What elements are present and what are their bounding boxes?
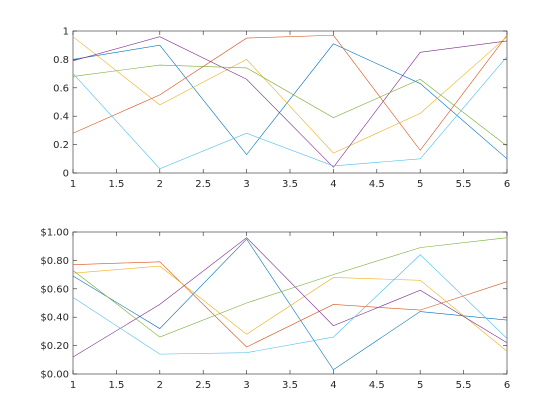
x-tick-label: 4 (330, 179, 336, 190)
y-tick-label: $0.40 (40, 313, 69, 324)
series-line-6 (72, 56, 508, 170)
y-tick-label: $1.00 (40, 228, 69, 239)
series-line-6 (72, 254, 508, 355)
x-tick-label: 2.5 (195, 179, 211, 190)
x-tick-label: 5 (417, 380, 423, 391)
x-tick-label: 3.5 (282, 380, 298, 391)
y-tick-label: 0.2 (53, 140, 69, 151)
series-line-1 (72, 238, 508, 371)
x-tick-label: 2 (157, 179, 163, 190)
x-tick-label: 3.5 (282, 179, 298, 190)
y-tick-label: $0.60 (40, 284, 69, 295)
x-tick-label: 4.5 (369, 380, 385, 391)
x-tick-label: 1 (70, 380, 76, 391)
y-tick-label: $0.80 (40, 256, 69, 267)
plot-area (72, 231, 508, 375)
x-tick-label: 5 (417, 179, 423, 190)
y-tick-label: 0.6 (53, 83, 69, 94)
x-tick-label: 6 (504, 179, 510, 190)
y-tick-label: $0.00 (40, 370, 69, 381)
x-tick-label: 2.5 (195, 380, 211, 391)
x-tick-label: 1.5 (108, 179, 124, 190)
y-tick-label: 1 (63, 27, 69, 38)
chart-bottom: 1 1.5 2 2.5 3 3.5 4 4.5 5 5.5 6 $0.00 $0.20 $0.40 $0.6… (40, 228, 510, 392)
x-tick-label: 1 (70, 179, 76, 190)
y-tick-label: 0 (63, 169, 69, 180)
x-tick-label: 4 (330, 380, 336, 391)
x-tick-label: 2 (157, 380, 163, 391)
series-line-4 (72, 36, 508, 168)
series-line-2 (72, 34, 508, 151)
x-tick-label: 3 (243, 380, 249, 391)
series-line-4 (72, 237, 508, 358)
x-tick-label: 6 (504, 380, 510, 391)
chart-top: 1 1.5 2 2.5 3 3.5 4 4.5 5 5.5 6 0 0.2 0.4 0.6 0.8 1 (53, 27, 510, 191)
x-tick-label: 3 (243, 179, 249, 190)
series-line-5 (72, 237, 508, 338)
y-tick-label: 0.8 (53, 55, 69, 66)
series-line-3 (72, 265, 508, 352)
y-tick-label: $0.20 (40, 341, 69, 352)
series-line-3 (72, 36, 508, 154)
series-line-5 (72, 64, 508, 147)
series-line-1 (72, 43, 508, 160)
y-tick-label: 0.4 (53, 112, 69, 123)
x-tick-label: 5.5 (456, 380, 472, 391)
series-line-2 (72, 261, 508, 348)
x-tick-label: 1.5 (108, 380, 124, 391)
x-tick-label: 4.5 (369, 179, 385, 190)
x-tick-label: 5.5 (456, 179, 472, 190)
